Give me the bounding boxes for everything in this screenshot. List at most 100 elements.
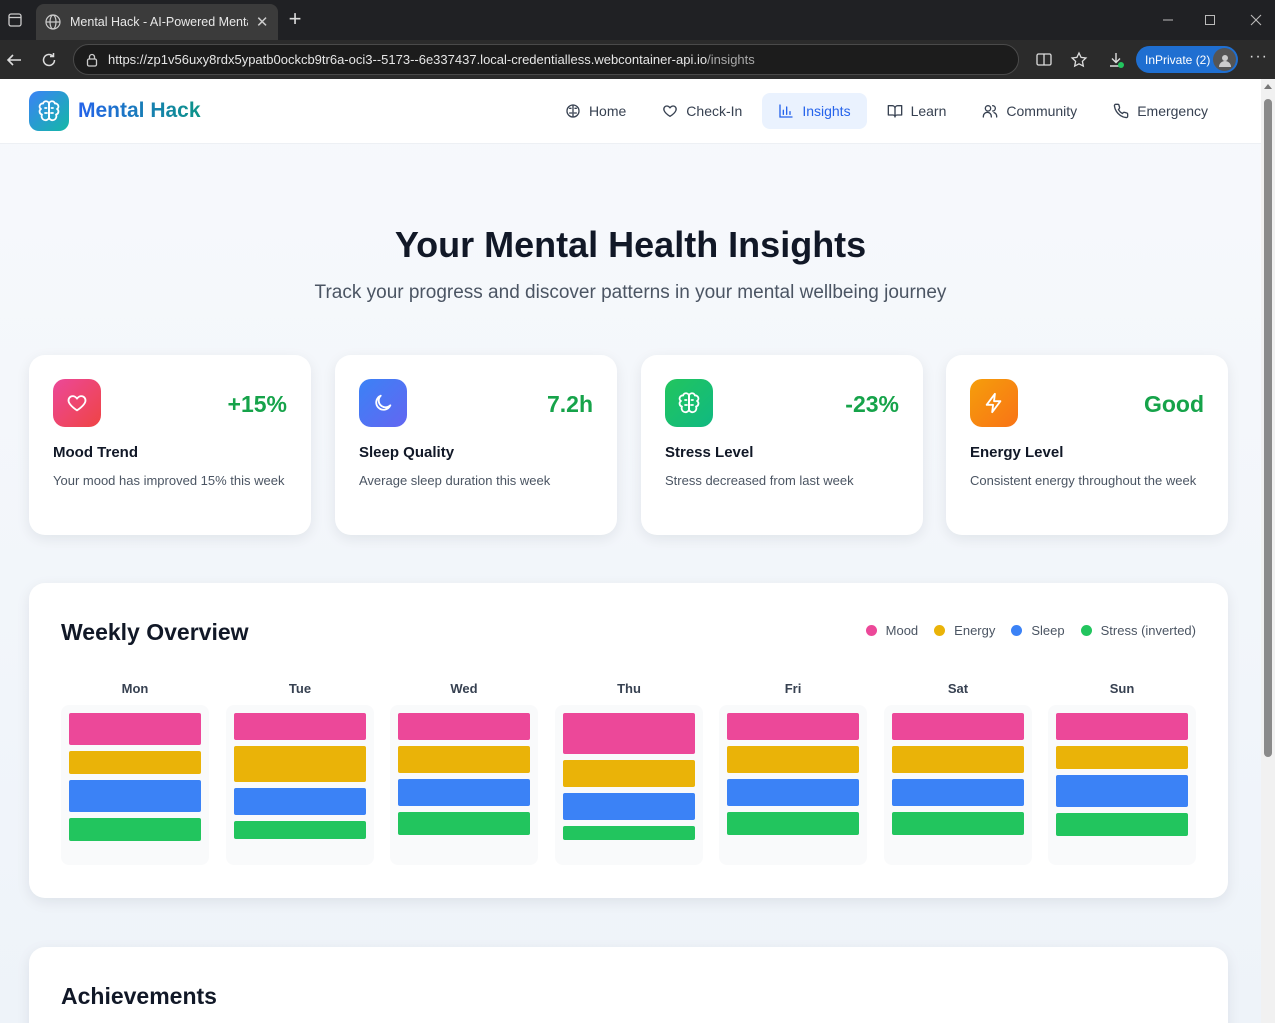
brand-name: Mental Hack [78, 99, 201, 122]
scrollbar-thumb[interactable] [1264, 99, 1272, 757]
back-arrow-icon[interactable] [2, 48, 26, 72]
page-scrollbar[interactable] [1261, 79, 1275, 1023]
downloads-icon[interactable] [1104, 48, 1128, 72]
stat-title: Energy Level [970, 444, 1064, 461]
nav-community[interactable]: Community [966, 93, 1093, 129]
legend-item-sleep: Sleep [1011, 623, 1065, 638]
legend-label: Mood [885, 623, 919, 638]
bar-mood-wed [398, 713, 530, 740]
stat-card-mood: +15% Mood Trend Your mood has improved 1… [29, 355, 311, 535]
day-label-thu: Thu [617, 681, 641, 696]
brand-logo[interactable]: Mental Hack [29, 91, 201, 131]
nav-home-label: Home [588, 103, 627, 119]
bar-energy-thu [563, 760, 695, 787]
stat-value: -23% [845, 391, 899, 417]
minimize-icon[interactable] [1158, 10, 1178, 30]
brain-logo-icon [29, 91, 69, 131]
new-tab-icon[interactable]: + [288, 6, 302, 31]
globe-icon [44, 13, 62, 31]
bar-sleep-wed [398, 779, 530, 806]
nav-learn-label: Learn [910, 103, 947, 119]
more-menu-icon[interactable]: ··· [1249, 48, 1268, 65]
browser-toolbar: https://zp1v56uxy8rdx5ypatb0ockcb9tr6a-o… [0, 40, 1275, 79]
nav-insights[interactable]: Insights [762, 93, 867, 129]
legend-dot [934, 625, 946, 636]
bar-sleep-tue [234, 788, 366, 815]
nav-home[interactable]: Home [549, 93, 642, 129]
bar-stress-inverted-sun [1056, 813, 1188, 836]
bar-mood-tue [234, 713, 366, 740]
browser-tab-bar: Mental Hack - AI-Powered Menta ✕ + [0, 0, 1275, 40]
legend-label: Sleep [1031, 623, 1065, 638]
stat-value: Good [1143, 391, 1204, 417]
bar-stress-inverted-mon [69, 818, 201, 841]
bar-stress-inverted-sat [892, 812, 1024, 835]
nav-insights-label: Insights [802, 103, 851, 119]
bar-energy-tue [234, 746, 366, 782]
stat-card-sleep: 7.2h Sleep Quality Average sleep duratio… [335, 355, 617, 535]
book-icon [887, 105, 902, 118]
day-column-mon [61, 705, 209, 865]
favorites-star-icon[interactable] [1067, 48, 1091, 72]
legend-item-mood: Mood [865, 623, 919, 638]
page-title: Your Mental Health Insights [394, 224, 867, 265]
bar-energy-wed [398, 746, 530, 773]
bar-sleep-sun [1056, 775, 1188, 807]
stat-value: +15% [227, 391, 287, 417]
nav-check-in[interactable]: Check-In [646, 93, 758, 129]
tab-title: Mental Hack - AI-Powered Menta [70, 15, 249, 29]
day-label-sat: Sat [947, 681, 969, 696]
legend-dot [1080, 625, 1092, 636]
day-label-fri: Fri [784, 681, 802, 696]
moon-icon [359, 379, 407, 427]
phone-icon [1113, 103, 1129, 119]
nav-emergency[interactable]: Emergency [1097, 93, 1224, 129]
close-window-icon[interactable] [1246, 10, 1266, 30]
site-info-icon[interactable] [84, 52, 100, 68]
legend-item-stress: Stress (inverted) [1080, 623, 1196, 638]
bar-stress-inverted-thu [563, 826, 695, 840]
achievements-card: Achievements [29, 947, 1228, 1023]
day-column-sun [1048, 705, 1196, 865]
legend-label: Stress (inverted) [1100, 623, 1196, 638]
nav-learn[interactable]: Learn [871, 93, 963, 129]
bar-chart-icon [779, 104, 793, 118]
weekly-overview-card: Weekly Overview Mood Energy Sleep Stress… [29, 583, 1228, 898]
profile-avatar-icon [1213, 48, 1236, 71]
nav-emergency-label: Emergency [1137, 103, 1208, 119]
inprivate-badge[interactable]: InPrivate (2) [1136, 46, 1238, 73]
app-header: Mental Hack Home Check-In Insights Learn [0, 79, 1261, 144]
stat-card-energy: Good Energy Level Consistent energy thro… [946, 355, 1228, 535]
refresh-icon[interactable] [37, 48, 61, 72]
day-label-wed: Wed [450, 681, 478, 696]
split-screen-icon[interactable] [1032, 48, 1056, 72]
maximize-icon[interactable] [1200, 10, 1220, 30]
page-subtitle: Track your progress and discover pattern… [314, 282, 947, 303]
url-path: /insights [707, 52, 755, 67]
url-host: https://zp1v56uxy8rdx5ypatb0ockcb9tr6a-o… [108, 52, 708, 67]
stat-title: Stress Level [665, 444, 754, 461]
bar-mood-fri [727, 713, 859, 740]
stat-description: Average sleep duration this week [359, 473, 551, 488]
stat-title: Mood Trend [53, 444, 138, 461]
day-column-tue [226, 705, 374, 865]
browser-tab[interactable]: Mental Hack - AI-Powered Menta ✕ [36, 4, 278, 40]
address-bar[interactable]: https://zp1v56uxy8rdx5ypatb0ockcb9tr6a-o… [73, 44, 1019, 75]
tab-actions-icon[interactable] [4, 9, 26, 31]
legend-label: Energy [954, 623, 996, 638]
day-column-sat [884, 705, 1032, 865]
bar-sleep-fri [727, 779, 859, 806]
brain-icon [566, 104, 580, 118]
day-column-thu [555, 705, 703, 865]
stat-description: Consistent energy throughout the week [970, 473, 1197, 488]
bar-stress-inverted-fri [727, 812, 859, 835]
stat-description: Stress decreased from last week [665, 473, 854, 488]
achievements-title: Achievements [61, 983, 217, 1009]
inprivate-label: InPrivate (2) [1145, 52, 1211, 67]
bar-energy-fri [727, 746, 859, 773]
close-tab-icon[interactable]: ✕ [255, 14, 269, 31]
bar-mood-mon [69, 713, 201, 745]
scroll-up-arrow-icon[interactable] [1264, 84, 1272, 89]
day-label-mon: Mon [121, 681, 149, 696]
users-icon [983, 105, 998, 118]
